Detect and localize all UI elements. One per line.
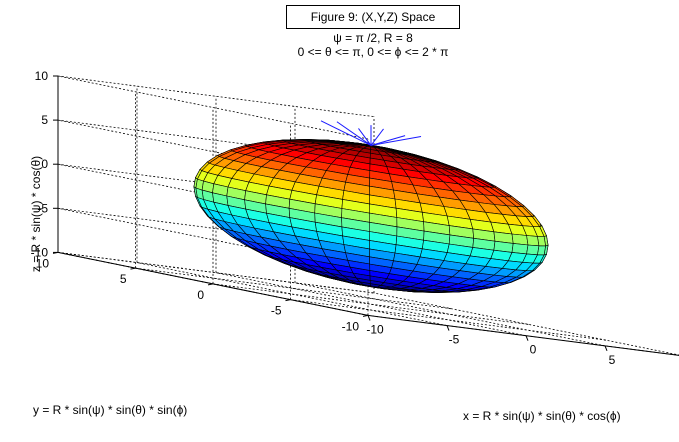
- surface-patch: [526, 235, 540, 247]
- sphere-surface: [193, 139, 549, 293]
- z-tick-label: 0: [41, 157, 48, 171]
- chart-title: Figure 9: (X,Y,Z) Space: [286, 5, 460, 29]
- grid-line: [373, 292, 679, 356]
- pole-line: [336, 121, 372, 146]
- x-tick-label: -5: [449, 333, 460, 347]
- x-tick-mark: [367, 315, 371, 321]
- z-tick-label: 5: [41, 113, 48, 127]
- y-tick-mark: [130, 267, 136, 270]
- y-tick-label: 0: [197, 288, 204, 302]
- y-tick-mark: [362, 314, 369, 317]
- z-tick-label: -5: [37, 201, 48, 215]
- grid-line: [57, 252, 375, 294]
- grid-line: [290, 299, 607, 341]
- y-tick-label: 10: [36, 256, 50, 270]
- pole-line: [370, 135, 406, 146]
- x-tick-mark: [604, 345, 608, 352]
- pole-line: [370, 128, 384, 146]
- x-axis-label: x = R * sin(ψ) * sin(θ) * cos(ϕ): [463, 409, 621, 423]
- x-tick-mark: [525, 335, 529, 341]
- z-axis-label: z = R * sin(ψ) * cos(θ): [29, 156, 43, 272]
- surface-patch: [511, 243, 529, 255]
- surface-patch: [515, 261, 534, 271]
- y-tick-mark: [207, 283, 214, 286]
- grid-line: [135, 267, 452, 310]
- y-tick-label: -10: [342, 319, 360, 333]
- pole-line: [370, 136, 422, 146]
- y-axis-label: y = R * sin(ψ) * sin(θ) * sin(ϕ): [33, 403, 187, 417]
- x-tick-label: 0: [530, 343, 537, 357]
- pole-line: [320, 120, 372, 146]
- y-tick-label: -5: [271, 304, 282, 318]
- grid-line: [212, 283, 530, 325]
- grid-line: [136, 262, 448, 326]
- pole-line: [358, 128, 372, 146]
- pole-lines: [320, 120, 422, 146]
- surface-patch: [526, 244, 540, 256]
- chart-subtitle-2: 0 <= θ <= π, 0 <= ϕ <= 2 * π: [297, 45, 449, 59]
- y-tick-label: 5: [120, 272, 127, 286]
- x-tick-label: -10: [366, 322, 384, 336]
- x-tick-mark: [446, 325, 450, 331]
- grid-line: [215, 272, 527, 337]
- z-tick-label: -10: [31, 245, 49, 259]
- grid-line: [294, 282, 606, 347]
- grid-line: [57, 75, 369, 140]
- x-tick-label: 5: [609, 353, 616, 367]
- y-tick-mark: [285, 299, 291, 302]
- z-tick-label: 10: [35, 69, 49, 83]
- chart-subtitle-1: ψ = π /2, R = 8: [333, 31, 413, 45]
- x-axis-line: [367, 314, 679, 356]
- grid-line: [57, 75, 375, 117]
